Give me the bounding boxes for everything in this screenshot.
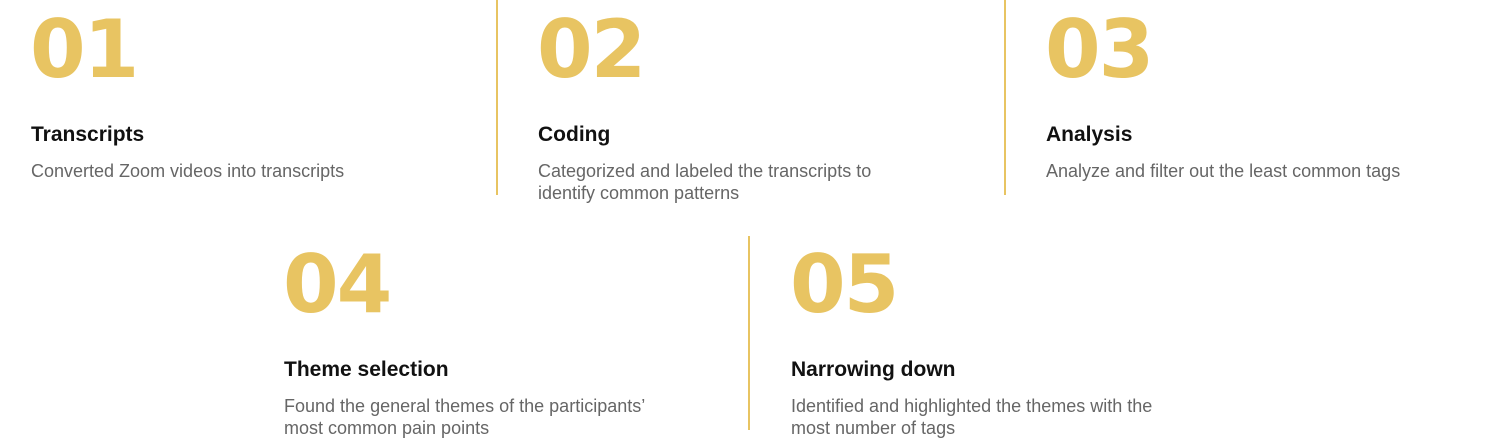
divider [748,236,750,430]
step-title: Transcripts [31,123,145,146]
step-title: Coding [538,123,611,146]
step-number: 04 [283,238,392,331]
step-description: Analyze and filter out the least common … [1046,161,1401,181]
step-number: 02 [537,3,646,96]
step-description: Categorized and labeled the transcripts … [538,161,872,203]
step-title: Theme selection [284,358,449,381]
step-description: Converted Zoom videos into transcripts [31,161,345,181]
step-number: 05 [790,238,899,331]
divider [496,0,498,195]
step-description: Identified and highlighted the themes wi… [791,396,1153,438]
divider [1004,0,1006,195]
step-number: 01 [30,3,139,96]
step-description: Found the general themes of the particip… [284,396,645,438]
step-number: 03 [1045,3,1154,96]
step-title: Analysis [1046,123,1133,146]
step-title: Narrowing down [791,358,956,381]
